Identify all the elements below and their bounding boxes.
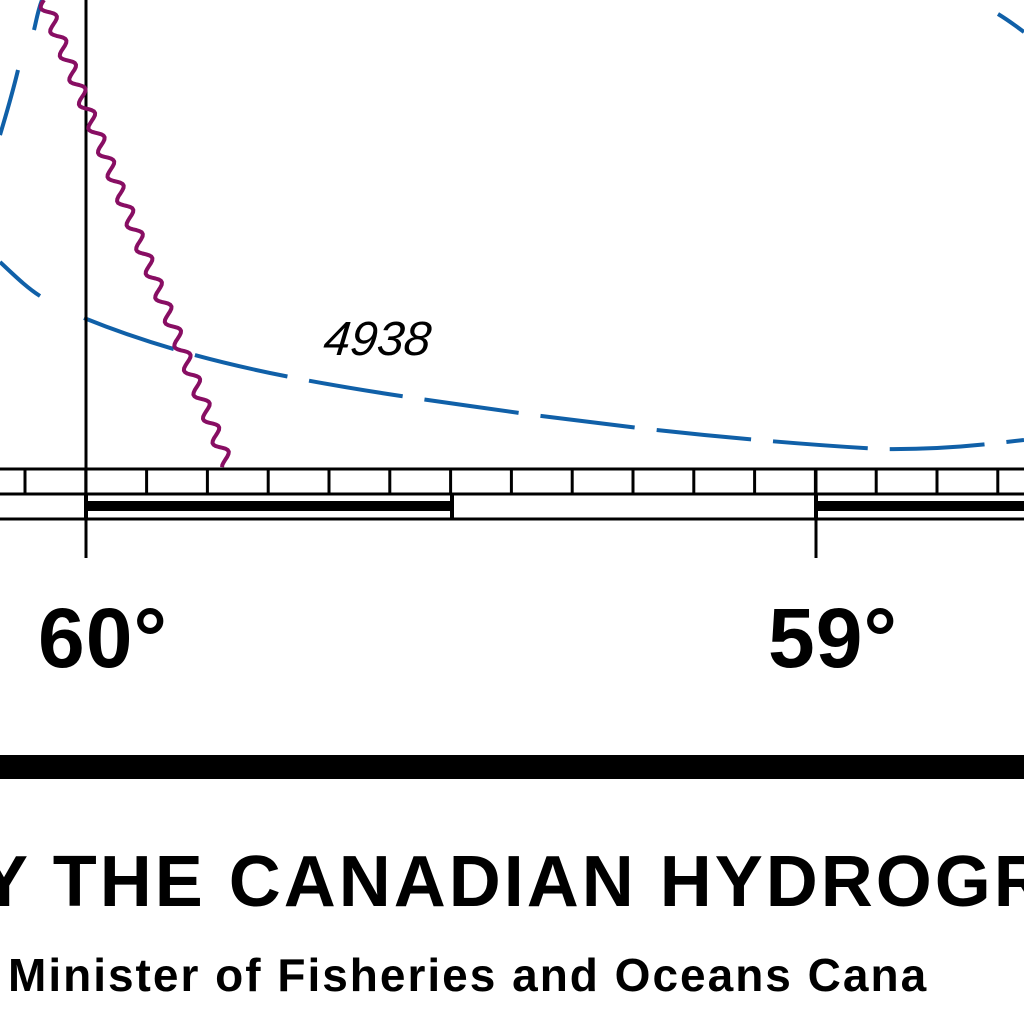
- border-bar-black-2: [816, 501, 1024, 511]
- producer-credit-line: Y THE CANADIAN HYDROGR: [0, 842, 1024, 922]
- chart-border-scale: [0, 467, 1024, 521]
- boundary-line: [38, 0, 231, 468]
- footer-separator-bar: [0, 755, 1024, 779]
- border-bar-black-1: [86, 501, 452, 511]
- depth-contour-northeast: [996, 12, 1024, 34]
- copyright-line: Minister of Fisheries and Oceans Cana: [8, 949, 929, 1001]
- depth-contour-main: [83, 316, 1024, 452]
- depth-sounding-label: 4938: [321, 313, 434, 366]
- longitude-label-59: 59°: [768, 591, 899, 685]
- longitude-label-60: 60°: [38, 591, 169, 685]
- depth-contour-west: [0, 260, 42, 298]
